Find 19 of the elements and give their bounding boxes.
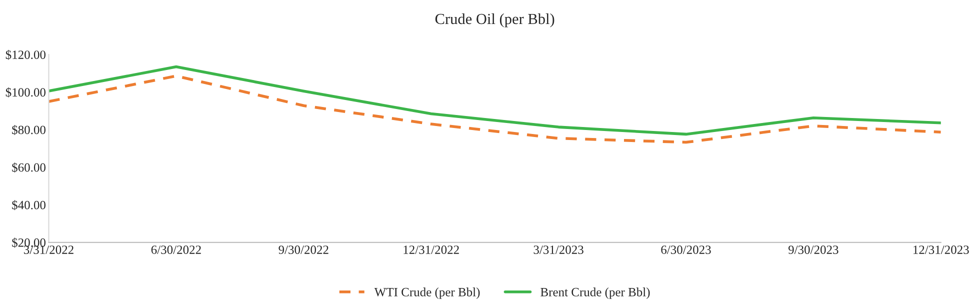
legend-label: WTI Crude (per Bbl) — [374, 288, 480, 299]
y-tick-label: $40.00 — [12, 200, 46, 210]
x-tick-label: 9/30/2022 — [278, 246, 328, 254]
x-tick-label: 12/31/2023 — [914, 246, 969, 254]
x-tick-label: 6/30/2023 — [661, 246, 711, 254]
line-series — [48, 65, 941, 136]
y-tick-label: $100.00 — [6, 87, 46, 98]
y-tick-label: $80.00 — [12, 124, 46, 135]
x-tick-label: 3/31/2022 — [24, 246, 74, 254]
x-tick-label: 6/30/2022 — [151, 246, 201, 254]
y-tick-label: $20.00 — [12, 238, 46, 248]
y-tick-label: $60.00 — [12, 162, 46, 173]
line-series — [48, 74, 941, 144]
x-tick-label: 12/31/2022 — [404, 246, 459, 254]
y-tick-label: $120.00 — [6, 50, 46, 60]
x-tick-label: 9/30/2023 — [788, 246, 838, 254]
chart-title: Crude Oil (per Bbl) — [435, 13, 554, 28]
legend-label: Brent Crude (per Bbl) — [540, 288, 650, 299]
x-tick-label: 3/31/2023 — [534, 246, 584, 254]
